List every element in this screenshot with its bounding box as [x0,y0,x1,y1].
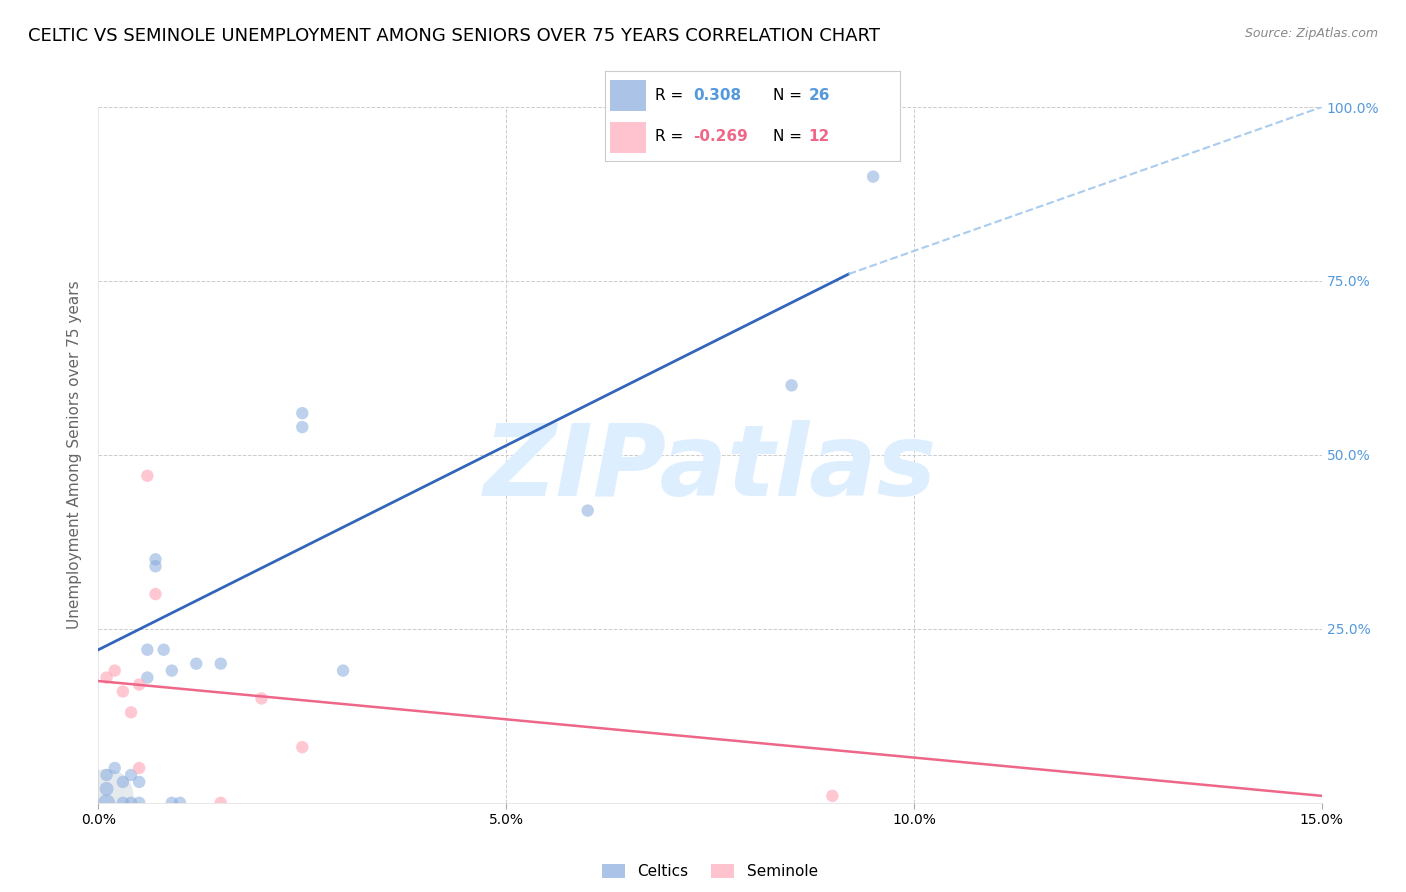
Point [120,796,142,810]
Point [96,768,118,782]
Point [209,657,232,671]
Point [186,657,208,671]
Text: R =: R = [655,129,683,144]
Text: N =: N = [773,88,801,103]
FancyBboxPatch shape [610,80,645,111]
Point [128,677,150,691]
Point [291,740,314,755]
Text: 26: 26 [808,88,830,103]
Point [111,775,134,789]
Point [209,796,232,810]
Point [96,671,118,685]
Point [291,420,314,434]
Text: R =: R = [655,88,683,103]
Text: N =: N = [773,129,801,144]
Point [160,664,183,678]
Point [136,468,159,483]
Point [128,775,150,789]
Point [111,684,134,698]
Point [152,642,174,657]
Text: Source: ZipAtlas.com: Source: ZipAtlas.com [1244,27,1378,40]
Point [291,406,314,420]
Legend: Celtics, Seminole: Celtics, Seminole [596,858,824,886]
Point [96,789,118,803]
Point [862,169,884,184]
Point [160,796,183,810]
Point [145,552,167,566]
Point [96,781,118,796]
Point [128,796,150,810]
Text: CELTIC VS SEMINOLE UNEMPLOYMENT AMONG SENIORS OVER 75 YEARS CORRELATION CHART: CELTIC VS SEMINOLE UNEMPLOYMENT AMONG SE… [28,27,880,45]
Point [104,761,127,775]
Point [145,559,167,574]
Text: ZIPatlas: ZIPatlas [484,420,936,517]
Point [111,796,134,810]
FancyBboxPatch shape [610,122,645,153]
Point [332,664,354,678]
Point [128,761,150,775]
Point [780,378,803,392]
Point [145,587,167,601]
Point [96,796,118,810]
Point [136,671,159,685]
Point [120,768,142,782]
Y-axis label: Unemployment Among Seniors over 75 years: Unemployment Among Seniors over 75 years [67,281,83,629]
Point [120,706,142,720]
Point [169,796,191,810]
Point [821,789,844,803]
Point [250,691,273,706]
Text: 12: 12 [808,129,830,144]
Point [576,503,599,517]
Point [136,642,159,657]
Point [104,664,127,678]
Text: -0.269: -0.269 [693,129,748,144]
Text: 0.308: 0.308 [693,88,741,103]
